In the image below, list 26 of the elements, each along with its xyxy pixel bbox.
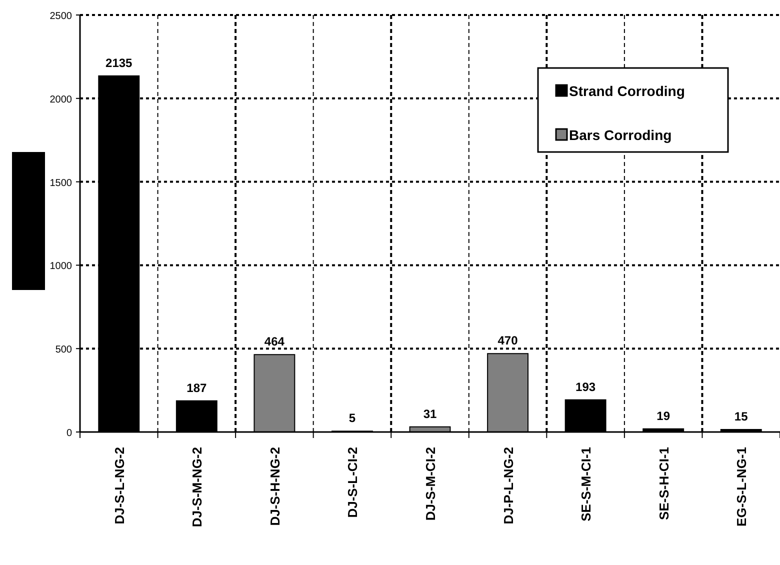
data-label: 15	[734, 410, 748, 424]
data-label: 31	[423, 406, 437, 421]
data-label: 193	[576, 380, 596, 394]
data-label: 464	[264, 334, 285, 349]
legend-label: Bars Corroding	[569, 127, 672, 143]
y-tick-label: 2500	[50, 11, 72, 22]
y-tick-label: 1500	[50, 178, 72, 189]
data-label: 187	[186, 380, 207, 395]
data-label: 2135	[106, 56, 133, 70]
x-tick-label: DJ-S-M-CI-2	[423, 447, 438, 521]
data-label: 5	[348, 411, 356, 426]
x-tick-label: DJ-S-M-NG-2	[190, 447, 205, 528]
x-tick-label: EG-S-L-NG-1	[734, 447, 750, 526]
y-tick-label: 0	[66, 428, 72, 439]
x-tick-label: SE-S-M-CI-1	[578, 447, 594, 522]
y-tick-label: 2000	[50, 94, 72, 106]
x-tick-label: DJ-S-L-CI-2	[345, 447, 360, 518]
x-tick-label: SE-S-H-CI-1	[656, 447, 672, 520]
x-tick-label: DJ-P-L-NG-2	[500, 447, 516, 524]
data-label: 19	[656, 408, 670, 423]
data-label: 470	[498, 334, 518, 348]
legend-label: Strand Corroding	[569, 83, 685, 99]
y-tick-label: 1000	[50, 261, 72, 272]
x-tick-label: DJ-S-L-NG-2	[112, 447, 127, 524]
y-tick-label: 500	[55, 344, 72, 356]
x-tick-label: DJ-S-H-NG-2	[267, 447, 282, 526]
